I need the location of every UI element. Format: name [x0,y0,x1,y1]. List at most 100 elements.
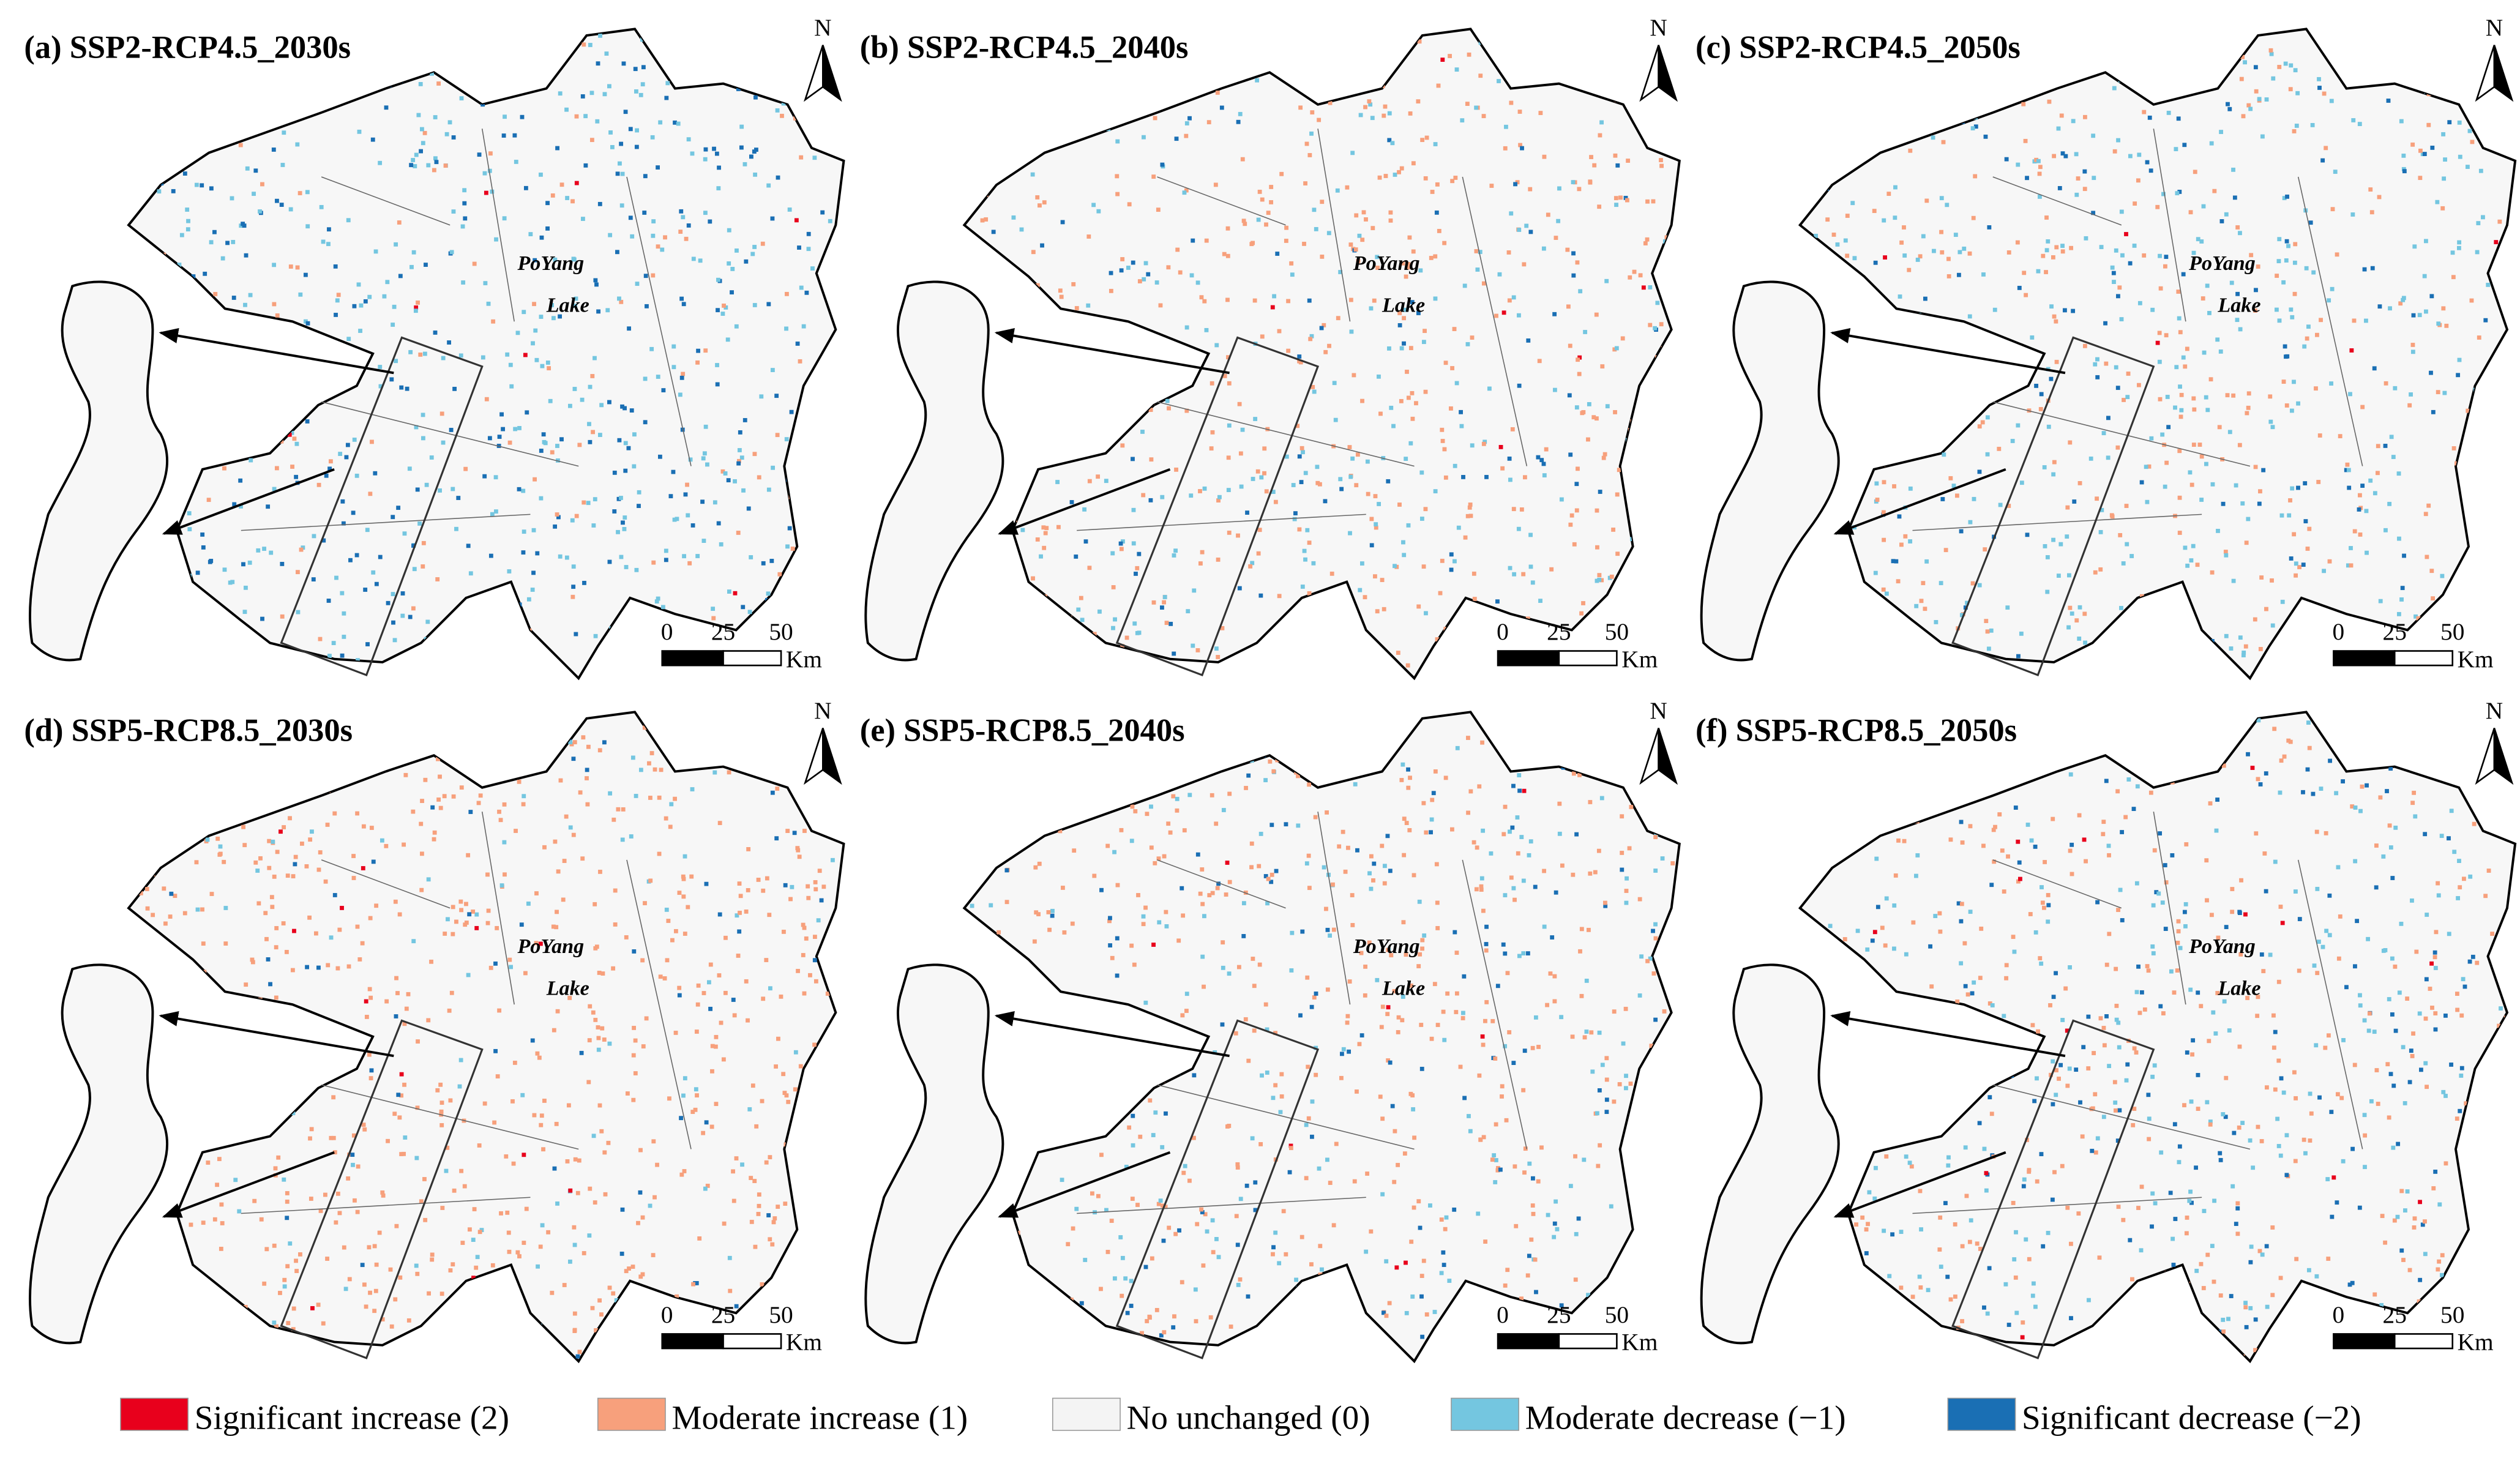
pixel [740,1162,744,1167]
pixel [2145,499,2150,504]
pixel [1402,816,1407,821]
pixel [2483,623,2487,627]
pixel [507,957,512,962]
pixel [1131,1113,1135,1118]
pixel [174,1335,179,1339]
pixel [607,1041,612,1046]
pixel [1359,951,1364,955]
pixel [1019,227,1024,232]
pixel [1257,962,1262,967]
pixel [484,190,488,195]
pixel [1340,1352,1345,1357]
pixel [611,817,616,822]
pixel [2241,114,2246,119]
pixel [1560,863,1565,868]
pixel [1047,1322,1052,1327]
pixel [1333,1351,1337,1356]
pixel [1298,629,1303,634]
pixel [1192,731,1197,736]
pixel [2074,152,2079,157]
pixel [303,319,308,324]
pixel [2440,206,2445,211]
pixel [1649,1044,1654,1048]
pixel [231,240,236,244]
pixel [790,884,795,889]
pixel [178,815,182,819]
pixel [600,971,605,976]
pixel [1435,900,1440,905]
pixel [843,861,844,866]
pixel [731,1169,735,1174]
pixel [1931,135,1935,140]
pixel [1416,604,1421,609]
pixel [553,524,558,529]
pixel [1228,1325,1233,1329]
pixel [1525,951,1530,956]
pixel [1587,760,1592,764]
pixel [1495,599,1500,604]
pixel [2128,154,2133,159]
pixel [2413,614,2418,619]
pixel [586,1080,591,1085]
pixel [274,926,279,930]
pixel [2125,395,2130,400]
pixel [668,494,673,499]
pixel [454,1299,459,1304]
pixel [1658,1216,1662,1220]
pixel [285,1264,290,1269]
pixel [218,844,223,849]
pixel [1822,89,1826,94]
pixel [1896,579,1901,584]
pixel [1853,438,1858,442]
pixel [1459,424,1464,428]
pixel [2217,425,2222,430]
pixel [1571,180,1576,184]
pixel [1042,200,1047,205]
pixel [627,326,631,331]
pixel [1132,621,1137,626]
pixel [2349,546,2353,550]
pixel [517,1254,522,1258]
pixel [2408,734,2413,739]
pixel [2029,838,2034,843]
panel-title: (a) SSP2-RCP4.5_2030s [24,30,351,65]
pixel [723,935,728,940]
pixel [756,878,761,882]
arrow [998,1151,1171,1218]
pixel [432,830,437,835]
pixel [279,203,284,207]
pixel [564,727,569,732]
pixel [1628,97,1633,102]
pixel [1259,475,1264,480]
pixel [643,420,648,425]
pixel [602,1150,607,1155]
pixel [1481,1325,1486,1330]
pixel [471,1311,476,1316]
pixel [615,1348,619,1352]
pixel [1160,1145,1165,1149]
pixel [1058,1351,1063,1356]
pixel [391,515,395,520]
pixel [749,1219,754,1224]
pixel [2027,1257,2032,1261]
pixel [1224,892,1228,897]
pixel [1158,1198,1163,1203]
pixel [1276,61,1281,65]
pixel [2082,169,2087,174]
pixel [1107,919,1112,924]
pixel [1521,878,1526,883]
pixel [1618,195,1623,200]
pixel [2205,755,2210,760]
pixel [371,859,376,864]
pixel [187,1292,192,1297]
pixel [806,884,810,889]
pixel [620,404,624,409]
pixel [403,772,408,777]
pixel [451,905,455,910]
pixel [2191,1038,2196,1043]
pixel [2051,537,2056,542]
pixel [2383,444,2388,448]
pixel [1371,878,1375,883]
pixel [1531,1176,1535,1181]
pixel [649,751,654,755]
